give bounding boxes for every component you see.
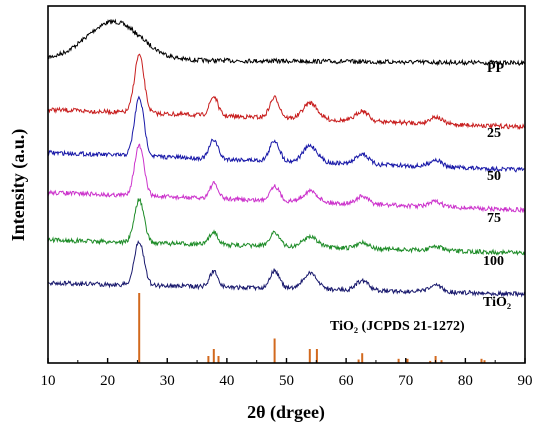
series-label-2: 50 xyxy=(487,169,501,184)
series-labels: PP 25 50 75 100 TiO₂ TiO₂ (JCPDS 21-1272) xyxy=(330,61,511,334)
series-label-4: 100 xyxy=(483,254,504,269)
series-line-3 xyxy=(47,143,525,214)
x-tick-label-5: 60 xyxy=(339,373,354,389)
x-tick-label-6: 70 xyxy=(398,373,413,389)
series-line-5 xyxy=(47,240,525,298)
x-tick-label-1: 20 xyxy=(100,373,115,389)
series-line-2 xyxy=(47,95,525,173)
x-tick-label-0: 10 xyxy=(41,373,56,389)
y-axis-title: Intensity (a.u.) xyxy=(8,129,29,242)
series-label-3: 75 xyxy=(487,211,501,226)
series-label-5: TiO₂ xyxy=(483,295,511,310)
x-axis-ticks: 10 20 30 40 50 60 70 80 90 xyxy=(41,358,533,389)
x-tick-label-4: 50 xyxy=(279,373,294,389)
x-axis-title: 2θ (drgee) xyxy=(247,402,325,423)
series-label-1: 25 xyxy=(487,126,501,141)
x-tick-label-8: 90 xyxy=(518,373,533,389)
series-label-0: PP xyxy=(487,61,505,76)
reference-label: TiO₂ (JCPDS 21-1272) xyxy=(330,319,465,334)
series-line-0 xyxy=(47,18,525,67)
x-tick-label-2: 30 xyxy=(160,373,175,389)
x-tick-label-3: 40 xyxy=(219,373,234,389)
series-line-4 xyxy=(47,198,525,256)
x-tick-label-7: 80 xyxy=(458,373,473,389)
series-layer xyxy=(47,18,525,298)
series-line-1 xyxy=(47,53,525,131)
